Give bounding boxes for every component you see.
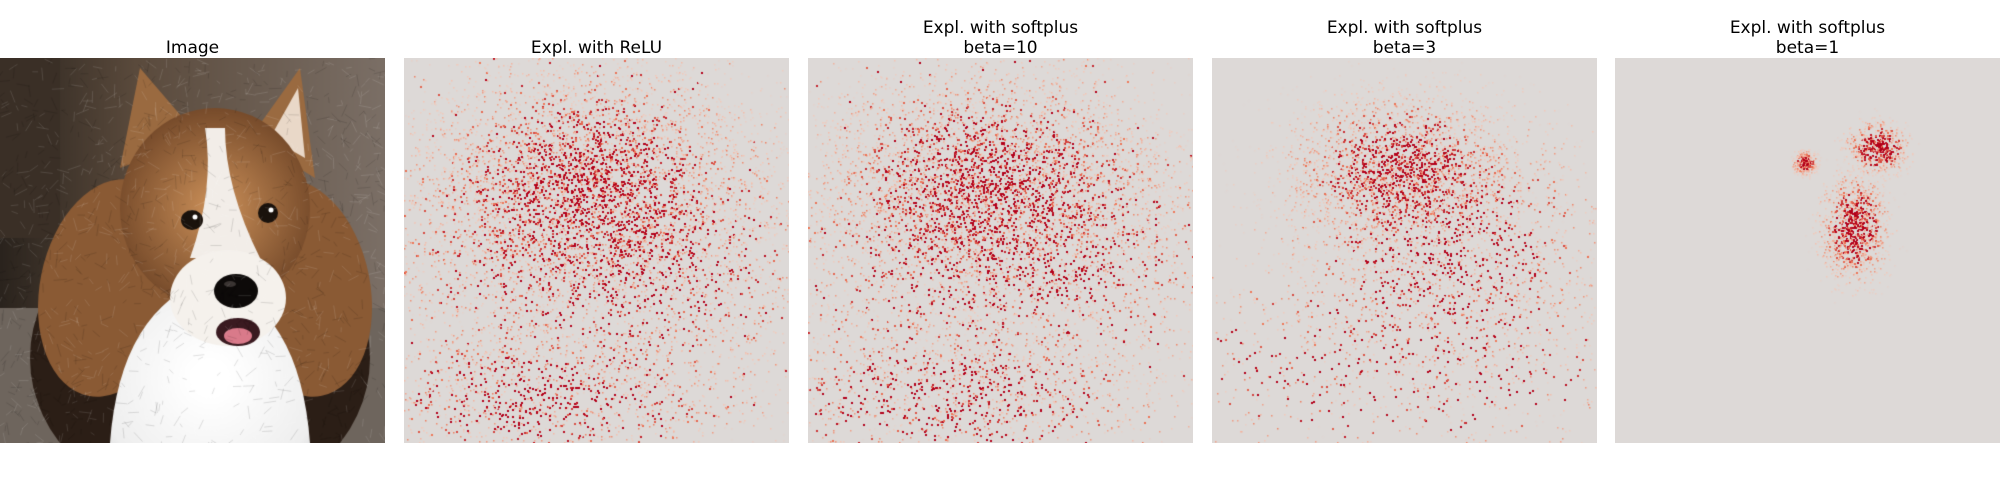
softplus-beta3-heatmap: [1212, 58, 1597, 443]
image-panel: Image: [0, 0, 385, 500]
softplus-beta1-panel: Expl. with softplus beta=1: [1615, 0, 2000, 500]
panel-title-softplus-beta10: Expl. with softplus beta=10: [922, 18, 1079, 58]
softplus-beta3-panel: Expl. with softplus beta=3: [1212, 0, 1597, 500]
panel-title-softplus-beta3: Expl. with softplus beta=3: [1326, 18, 1483, 58]
panel-title-image: Image: [165, 38, 220, 58]
relu-heatmap: [404, 58, 789, 443]
panel-title-relu: Expl. with ReLU: [530, 38, 663, 58]
panel-title-softplus-beta1: Expl. with softplus beta=1: [1729, 18, 1886, 58]
softplus-beta1-heatmap: [1615, 58, 2000, 443]
softplus-beta10-panel: Expl. with softplus beta=10: [808, 0, 1193, 500]
dog-photo: [0, 58, 385, 443]
softplus-beta10-heatmap: [808, 58, 1193, 443]
relu-explanation-panel: Expl. with ReLU: [404, 0, 789, 500]
